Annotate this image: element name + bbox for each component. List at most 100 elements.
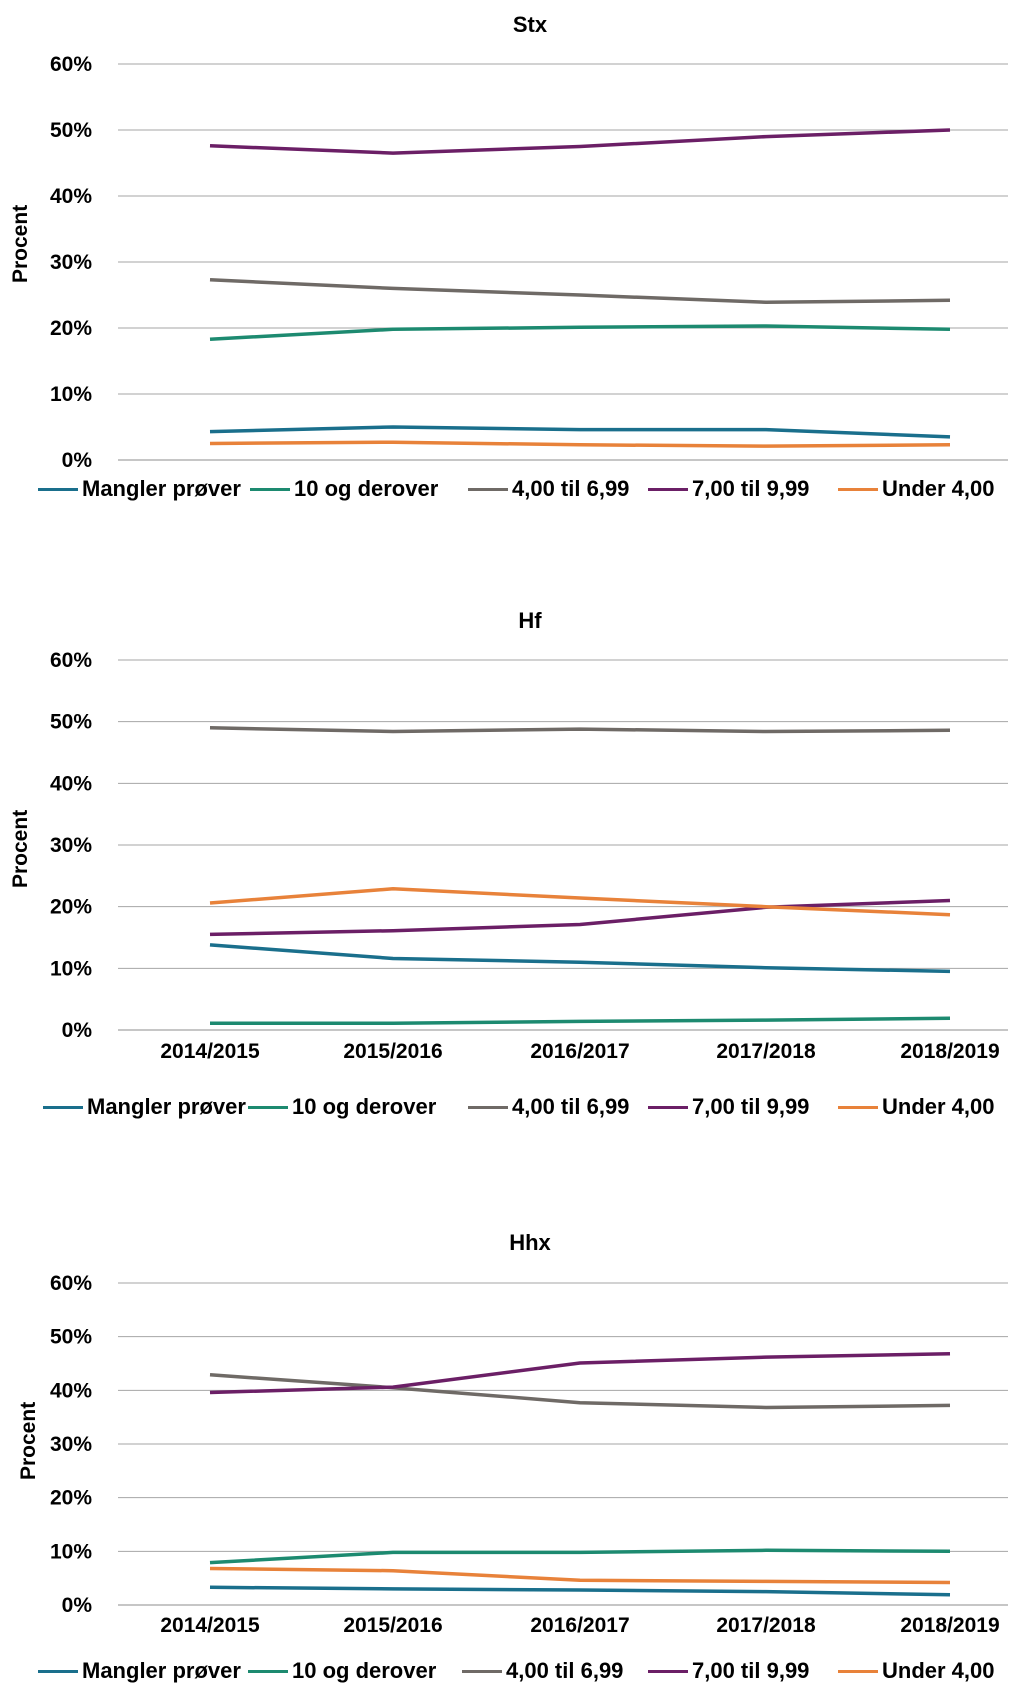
chart-hf: Hf Procent 0% 10% 20% 30% 40% 50% 60% 2014/2015… xyxy=(9,608,1008,1119)
plot-area: 0% 10% 20% 30% 40% 50% 60% 2014/2015 2015/2016 20… xyxy=(50,649,1008,1063)
legend-item: Under 4,00 xyxy=(838,1094,995,1120)
x-tick-label: 2018/2019 xyxy=(900,469,999,470)
legend-item: 10 og derover xyxy=(248,1658,436,1684)
series-line xyxy=(209,943,951,974)
series-line xyxy=(209,1585,951,1597)
y-tick-label: 30% xyxy=(50,1433,92,1456)
x-tick-label: 2016/2017 xyxy=(530,1040,629,1063)
legend-swatch xyxy=(248,1669,288,1673)
legend-item: Mangler prøver xyxy=(38,1658,241,1684)
legend-item: Mangler prøver xyxy=(38,476,241,502)
legend-swatch xyxy=(38,487,78,491)
x-tick-label: 2017/2018 xyxy=(716,469,816,470)
y-tick-label: 0% xyxy=(62,1019,93,1042)
legend-swatch xyxy=(462,1669,502,1673)
legend-swatch xyxy=(648,1105,688,1109)
y-tick-label: 0% xyxy=(62,449,93,470)
series-line xyxy=(209,887,951,917)
y-tick-label: 20% xyxy=(50,317,92,340)
y-tick-label: 10% xyxy=(50,957,92,980)
legend-label: 7,00 til 9,99 xyxy=(692,476,810,501)
legend-label: Under 4,00 xyxy=(882,1094,995,1119)
legend-label: 7,00 til 9,99 xyxy=(692,1094,810,1119)
y-tick-label: 20% xyxy=(50,1487,92,1510)
legend-item: 4,00 til 6,99 xyxy=(468,1094,629,1120)
y-tick-label: 30% xyxy=(50,251,92,274)
chart-stx: Stx Procent 0%10%20%30%40%50%60%2014/201… xyxy=(0,0,1036,540)
y-tick-label: 0% xyxy=(62,1594,93,1617)
y-tick-label: 10% xyxy=(50,1540,92,1563)
legend-label: Mangler prøver xyxy=(82,476,241,501)
legend-swatch xyxy=(468,1105,508,1109)
y-tick-label: 50% xyxy=(50,1326,92,1349)
y-tick-label: 40% xyxy=(50,185,92,208)
legend-swatch xyxy=(38,1669,78,1673)
legend-item: 10 og derover xyxy=(250,476,438,502)
x-tick-label: 2017/2018 xyxy=(716,1614,816,1637)
legend-swatch xyxy=(648,487,688,491)
legend: Mangler prøver 10 og derover 4,00 til 6,99… xyxy=(0,1094,1036,1124)
legend-swatch xyxy=(248,1105,288,1109)
chart-title: Hf xyxy=(518,608,542,633)
x-tick-label: 2018/2019 xyxy=(900,1614,999,1637)
x-tick-label: 2014/2015 xyxy=(160,469,260,470)
legend-swatch xyxy=(250,487,290,491)
y-tick-label: 10% xyxy=(50,383,92,406)
legend-item: Mangler prøver xyxy=(43,1094,246,1120)
legend-label: Mangler prøver xyxy=(87,1094,246,1119)
legend-label: 10 og derover xyxy=(294,476,439,501)
x-tick-label: 2017/2018 xyxy=(716,1040,816,1063)
y-tick-label: 40% xyxy=(50,772,92,795)
x-tick-label: 2014/2015 xyxy=(160,1040,260,1063)
x-tick-label: 2015/2016 xyxy=(343,1614,442,1637)
legend-item: 4,00 til 6,99 xyxy=(462,1658,623,1684)
y-tick-label: 50% xyxy=(50,119,92,142)
y-tick-label: 60% xyxy=(50,53,92,76)
legend-label: Under 4,00 xyxy=(882,1658,995,1683)
series-line xyxy=(209,898,951,937)
series-line xyxy=(209,440,951,448)
series-line xyxy=(209,1373,951,1410)
chart-title: Stx xyxy=(512,12,548,37)
legend: Mangler prøver 10 og derover 4,00 til 6,99… xyxy=(0,1658,1036,1688)
legend-swatch xyxy=(648,1669,688,1673)
legend-label: 7,00 til 9,99 xyxy=(692,1658,810,1683)
legend-label: 4,00 til 6,99 xyxy=(512,1094,630,1119)
legend-swatch xyxy=(838,1669,878,1673)
x-tick-label: 2014/2015 xyxy=(160,1614,260,1637)
series-line xyxy=(209,324,951,341)
legend-item: 7,00 til 9,99 xyxy=(648,1658,809,1684)
chart-title: Hhx xyxy=(509,1230,551,1255)
series-line xyxy=(209,726,951,734)
y-tick-label: 60% xyxy=(50,1272,92,1295)
legend-label: Mangler prøver xyxy=(82,1658,241,1683)
series-line xyxy=(209,128,951,155)
legend-label: 4,00 til 6,99 xyxy=(512,476,630,501)
legend-item: 7,00 til 9,99 xyxy=(648,476,809,502)
legend-swatch xyxy=(43,1105,83,1109)
series-line xyxy=(210,1016,951,1025)
legend-label: Under 4,00 xyxy=(882,476,995,501)
legend-swatch xyxy=(468,487,508,491)
plot-area: 0% 10% 20% 30% 40% 50% 60% 2014/2015 2015/2016 20… xyxy=(50,53,1008,470)
series-line xyxy=(209,425,951,439)
series-line xyxy=(209,278,951,305)
y-tick-label: 60% xyxy=(50,649,92,672)
legend-item: Under 4,00 xyxy=(838,476,995,502)
legend-item: 7,00 til 9,99 xyxy=(648,1094,809,1120)
y-tick-label: 20% xyxy=(50,896,92,919)
legend-label: 10 og derover xyxy=(292,1094,437,1119)
x-tick-label: 2016/2017 xyxy=(530,469,629,470)
x-tick-label: 2015/2016 xyxy=(343,1040,442,1063)
y-tick-label: 40% xyxy=(50,1379,92,1402)
legend-label: 10 og derover xyxy=(292,1658,437,1683)
legend-label: 4,00 til 6,99 xyxy=(506,1658,624,1683)
x-tick-label: 2018/2019 xyxy=(900,1040,999,1063)
legend-swatch xyxy=(838,487,878,491)
legend-item: 10 og derover xyxy=(248,1094,436,1120)
x-tick-label: 2016/2017 xyxy=(530,1614,629,1637)
legend-swatch xyxy=(838,1105,878,1109)
legend-item: 4,00 til 6,99 xyxy=(468,476,629,502)
